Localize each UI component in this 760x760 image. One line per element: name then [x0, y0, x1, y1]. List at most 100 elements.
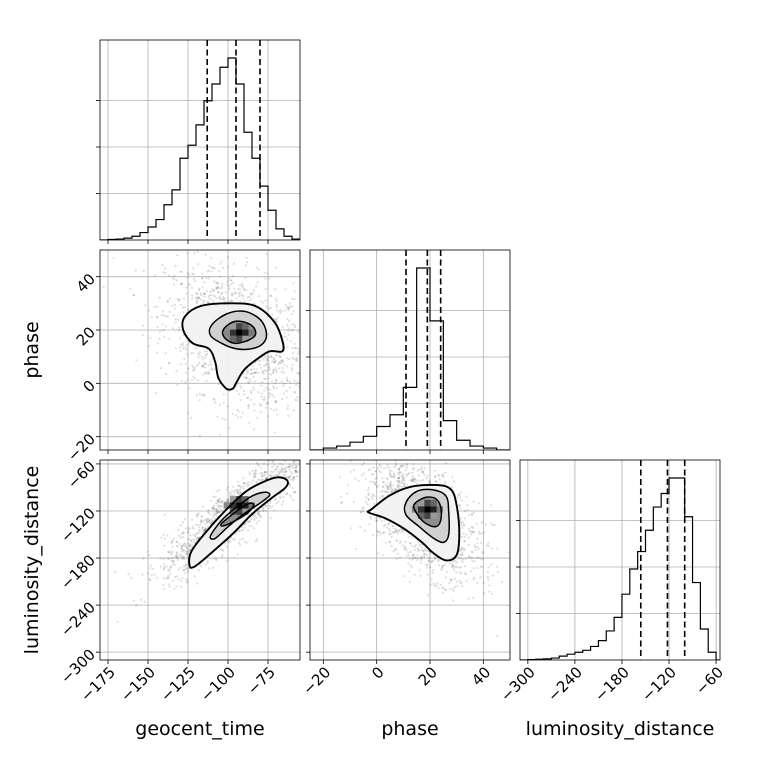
- scatter-point: [156, 576, 159, 579]
- scatter-point: [398, 471, 401, 474]
- scatter-point: [491, 574, 495, 577]
- scatter-point: [216, 511, 219, 514]
- scatter-point: [187, 528, 191, 531]
- scatter-point: [268, 372, 271, 375]
- scatter-point: [247, 520, 250, 524]
- scatter-point: [400, 481, 403, 485]
- scatter-point: [290, 367, 293, 370]
- scatter-point: [260, 300, 263, 303]
- scatter-point: [203, 300, 206, 303]
- scatter-point: [394, 548, 397, 551]
- density-cell: [436, 506, 443, 513]
- scatter-point: [292, 409, 295, 412]
- scatter-point: [374, 481, 377, 484]
- scatter-point: [265, 477, 268, 480]
- scatter-point: [185, 578, 188, 581]
- scatter-point: [391, 531, 394, 534]
- scatter-point: [371, 493, 375, 496]
- density-cell: [236, 496, 243, 503]
- scatter-point: [172, 560, 175, 563]
- scatter-point: [432, 582, 435, 585]
- scatter-point: [182, 531, 185, 535]
- scatter-point: [263, 377, 266, 381]
- scatter-point: [366, 503, 369, 506]
- scatter-point: [435, 584, 438, 587]
- scatter-point: [218, 500, 222, 504]
- scatter-point: [352, 500, 355, 503]
- scatter-point: [226, 405, 229, 408]
- scatter-point: [288, 494, 292, 497]
- scatter-point: [247, 381, 250, 384]
- scatter-point: [319, 465, 321, 467]
- scatter-point: [193, 377, 196, 380]
- scatter-point: [428, 480, 431, 484]
- scatter-point: [183, 357, 186, 361]
- scatter-point: [291, 298, 294, 301]
- scatter-point: [222, 298, 225, 301]
- scatter-point: [290, 478, 293, 481]
- scatter-point: [275, 387, 279, 390]
- scatter-point: [218, 507, 222, 510]
- scatter-point: [287, 465, 290, 468]
- scatter-point: [264, 504, 267, 507]
- scatter-point: [412, 478, 415, 481]
- scatter-point: [220, 509, 223, 512]
- scatter-point: [431, 571, 434, 575]
- scatter-point: [178, 534, 181, 537]
- scatter-point: [175, 544, 178, 547]
- scatter-point: [259, 509, 262, 513]
- scatter-point: [480, 521, 483, 524]
- scatter-point: [206, 517, 209, 520]
- scatter-point: [291, 467, 294, 470]
- scatter-point: [386, 478, 389, 481]
- scatter-point: [292, 351, 295, 355]
- scatter-point: [195, 364, 198, 367]
- density-cell: [424, 506, 431, 513]
- scatter-point: [158, 296, 161, 299]
- scatter-point: [286, 306, 289, 309]
- scatter-point: [206, 561, 209, 564]
- scatter-point: [171, 545, 174, 548]
- scatter-point: [177, 299, 181, 302]
- scatter-point: [312, 451, 314, 453]
- scatter-point: [254, 470, 257, 473]
- scatter-point: [319, 420, 321, 422]
- scatter-point: [367, 486, 370, 489]
- scatter-point: [178, 346, 181, 349]
- scatter-point: [221, 282, 224, 285]
- scatter-point: [195, 537, 198, 540]
- scatter-point: [191, 364, 194, 367]
- scatter-point: [168, 551, 171, 554]
- scatter-point: [211, 266, 214, 269]
- scatter-point: [212, 512, 215, 515]
- scatter-point: [220, 293, 223, 296]
- scatter-point: [201, 272, 204, 275]
- scatter-point: [203, 292, 206, 295]
- scatter-point: [217, 269, 221, 272]
- scatter-point: [386, 486, 389, 489]
- scatter-point: [459, 549, 462, 553]
- scatter-point: [176, 553, 179, 557]
- scatter-point: [230, 282, 233, 286]
- scatter-point: [168, 569, 171, 572]
- scatter-point: [275, 371, 278, 374]
- scatter-point: [450, 561, 453, 564]
- scatter-point: [425, 554, 428, 557]
- scatter-point: [252, 289, 255, 292]
- scatter-point: [398, 556, 401, 559]
- scatter-point: [441, 591, 444, 595]
- scatter-point: [485, 544, 488, 547]
- scatter-point: [287, 476, 290, 479]
- scatter-point: [198, 361, 201, 364]
- scatter-point: [196, 536, 199, 539]
- scatter-point: [256, 416, 259, 420]
- scatter-point: [256, 463, 259, 466]
- scatter-point: [193, 367, 196, 370]
- scatter-point: [172, 562, 175, 566]
- scatter-point: [400, 465, 404, 468]
- scatter-point: [167, 569, 170, 572]
- scatter-point: [249, 380, 252, 383]
- scatter-point: [273, 357, 276, 360]
- scatter-point: [424, 563, 427, 566]
- scatter-point: [216, 286, 219, 289]
